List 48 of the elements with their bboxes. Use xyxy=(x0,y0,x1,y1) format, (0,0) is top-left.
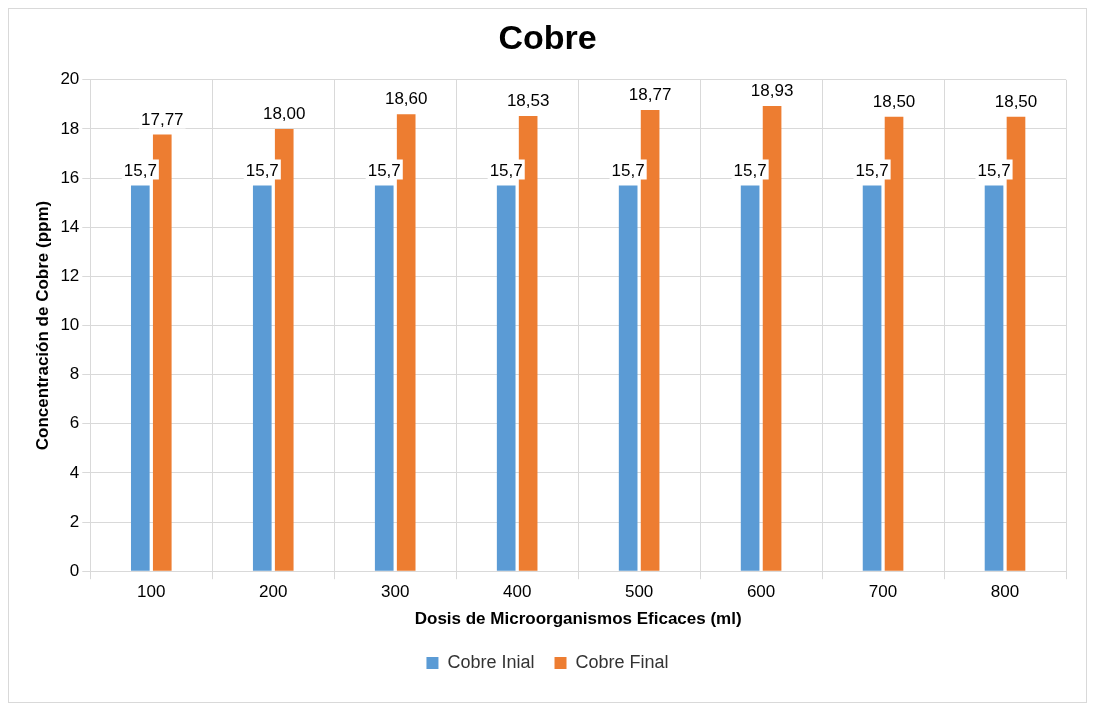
data-label: 18,50 xyxy=(872,91,916,111)
x-tick-label: 700 xyxy=(868,582,898,602)
bar xyxy=(862,185,882,571)
y-tick-label: 20 xyxy=(60,69,80,89)
data-label: 18,00 xyxy=(262,104,306,124)
x-axis-title: Dosis de Microorganismos Eficaces (ml) xyxy=(414,609,742,629)
data-label: 17,77 xyxy=(140,109,184,129)
data-label: 15,7 xyxy=(367,160,401,180)
y-tick-label: 12 xyxy=(60,266,80,286)
bar xyxy=(130,185,150,571)
y-tick-label: 16 xyxy=(60,167,80,187)
legend-label: Cobre Inial xyxy=(447,651,535,672)
y-axis-title: Concentración de Cobre (ppm) xyxy=(32,200,52,451)
y-tick-label: 14 xyxy=(60,216,80,236)
data-label: 15,7 xyxy=(855,160,889,180)
data-label: 15,7 xyxy=(611,160,645,180)
bar xyxy=(252,185,272,571)
bar xyxy=(618,185,638,571)
data-label: 15,7 xyxy=(733,160,767,180)
x-tick-label: 100 xyxy=(137,582,166,602)
data-label: 15,7 xyxy=(123,160,157,180)
y-tick-label: 4 xyxy=(69,462,80,482)
data-label: 18,53 xyxy=(506,91,550,111)
y-tick-label: 18 xyxy=(60,118,80,138)
x-tick-label: 300 xyxy=(381,582,410,602)
data-label: 18,60 xyxy=(384,89,428,109)
x-tick-label: 500 xyxy=(624,582,654,602)
y-tick-label: 10 xyxy=(60,315,80,335)
y-tick-label: 0 xyxy=(69,560,80,580)
x-tick-label: 400 xyxy=(502,582,532,602)
y-tick-label: 6 xyxy=(69,413,80,433)
y-tick-label: 2 xyxy=(69,511,80,531)
legend-label: Cobre Final xyxy=(575,651,669,672)
data-label: 18,93 xyxy=(750,81,794,101)
data-label: 18,50 xyxy=(994,91,1038,111)
bar xyxy=(496,185,516,571)
data-label: 15,7 xyxy=(977,160,1011,180)
bar xyxy=(740,185,760,571)
x-tick-label: 600 xyxy=(746,582,776,602)
data-label: 15,7 xyxy=(245,160,279,180)
bar xyxy=(374,185,394,571)
x-tick-label: 200 xyxy=(259,582,288,602)
x-tick-label: 800 xyxy=(990,582,1020,602)
data-label: 15,7 xyxy=(489,160,523,180)
chart-title: Cobre xyxy=(498,17,597,56)
bar xyxy=(984,185,1004,571)
data-label: 18,77 xyxy=(628,85,672,105)
y-tick-label: 8 xyxy=(69,364,80,384)
